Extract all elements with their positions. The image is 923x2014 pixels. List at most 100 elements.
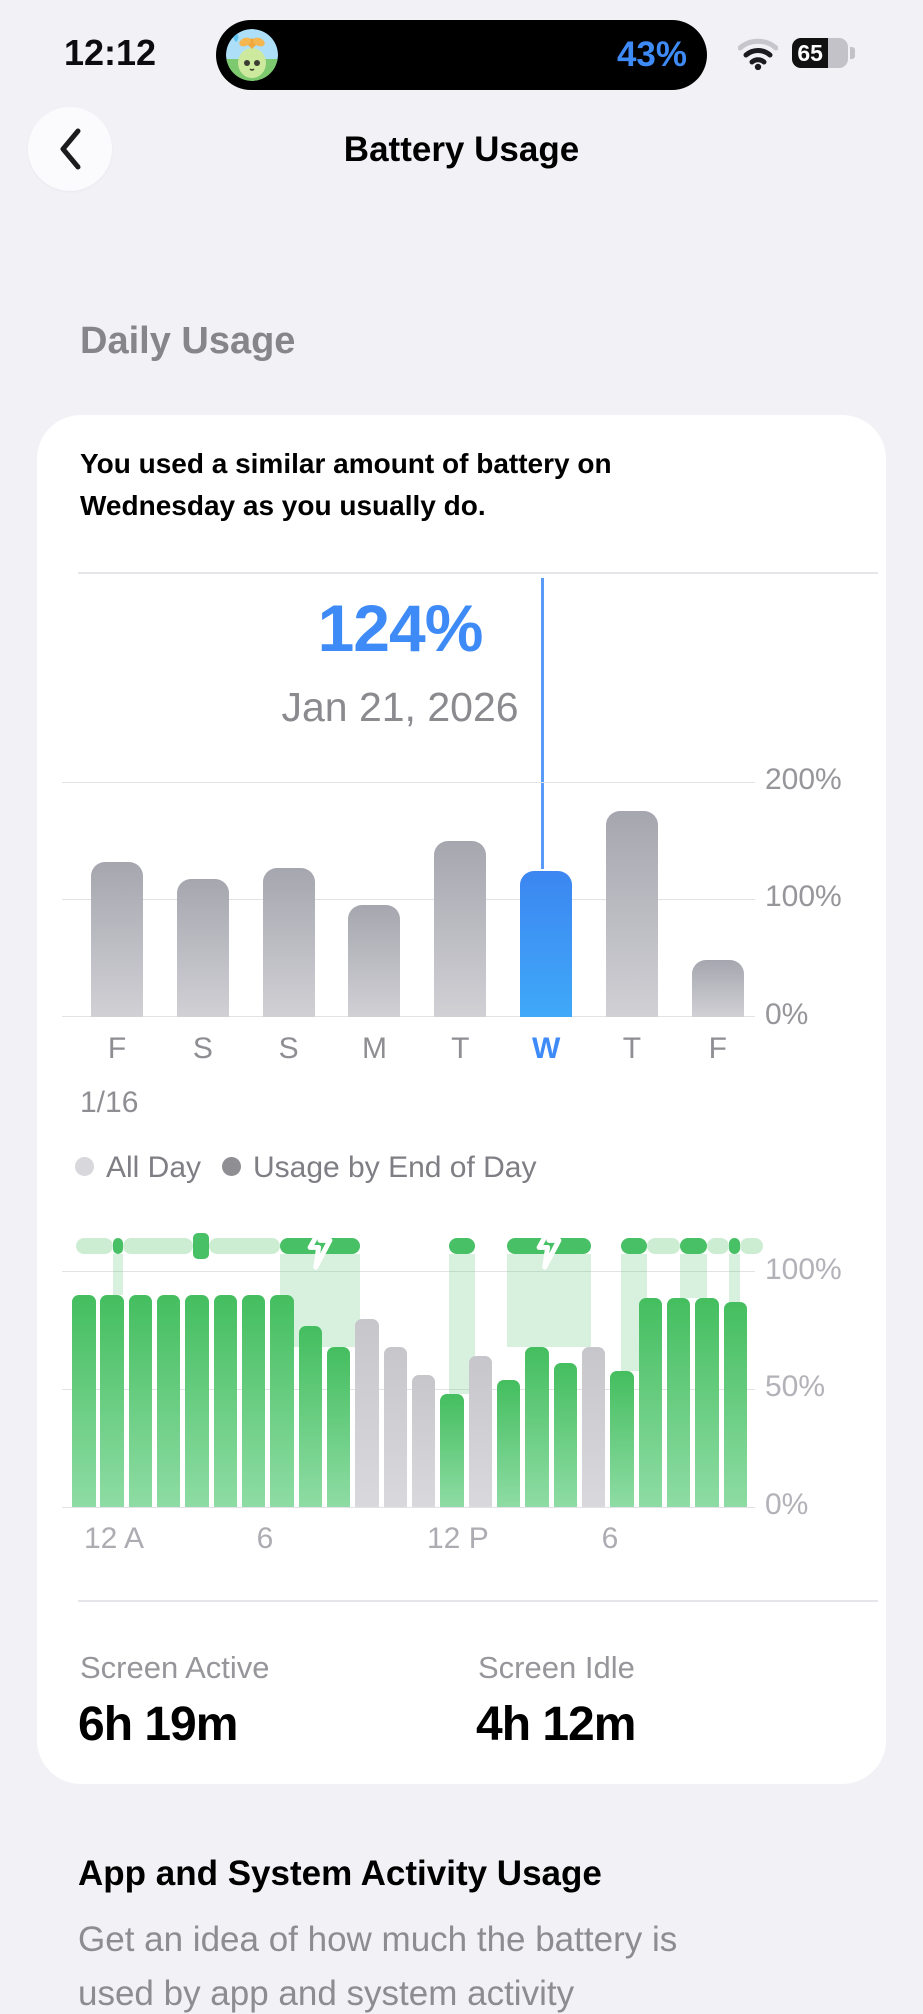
charge-track-charging-segment	[449, 1238, 475, 1254]
status-time: 12:12	[64, 32, 157, 73]
charging-band	[507, 1254, 591, 1347]
weekly-bar[interactable]	[605, 811, 658, 1017]
charge-dot-marker	[113, 1238, 123, 1254]
charge-square-marker	[193, 1233, 209, 1259]
hourly-bar-active[interactable]	[326, 1346, 351, 1507]
hourly-bar-active[interactable]	[695, 1297, 719, 1507]
weekly-gridline	[62, 781, 755, 783]
hourly-gridline	[62, 1506, 755, 1508]
hourly-bar-active[interactable]	[666, 1297, 691, 1507]
hourly-bar-active[interactable]	[270, 1295, 294, 1507]
battery-level-text: 65	[797, 39, 823, 66]
charge-track-segment	[76, 1238, 113, 1254]
weekly-day-label: S	[192, 1032, 213, 1065]
charge-bolt-icon	[303, 1221, 337, 1271]
hourly-bar-idle[interactable]	[468, 1356, 493, 1507]
weekly-ytick-label: 0%	[765, 997, 809, 1031]
dynamic-island[interactable]: 43%	[216, 20, 707, 90]
hourly-bar-active[interactable]	[610, 1370, 634, 1507]
wifi-icon	[737, 38, 779, 75]
hourly-bar-idle[interactable]	[383, 1346, 408, 1507]
hourly-xtick-label: 12 P	[427, 1522, 489, 1555]
hourly-bar-active[interactable]	[128, 1295, 153, 1507]
charging-band	[113, 1254, 123, 1296]
legend-label-all-day: All Day	[106, 1151, 202, 1184]
hourly-gridline	[62, 1388, 755, 1390]
battery-status-icon: 65	[792, 38, 855, 68]
charge-track-segment	[123, 1238, 193, 1254]
hourly-ytick-label: 100%	[765, 1252, 842, 1286]
charge-track-charging-segment	[680, 1238, 707, 1254]
screen-idle-value: 4h 12m	[476, 1698, 636, 1751]
hourly-bar-idle[interactable]	[411, 1375, 436, 1507]
weekly-bar[interactable]	[176, 879, 229, 1017]
charge-track-segment	[209, 1238, 280, 1254]
hourly-bar-active[interactable]	[298, 1325, 323, 1507]
divider	[78, 572, 878, 574]
hourly-ytick-label: 50%	[765, 1370, 826, 1404]
weekly-bar[interactable]	[434, 840, 487, 1017]
chevron-left-icon	[60, 128, 81, 170]
charge-dot-marker	[729, 1238, 740, 1254]
hourly-xtick-label: 6	[601, 1522, 619, 1555]
hourly-bar-active[interactable]	[525, 1346, 549, 1507]
selected-day-value: 124%	[317, 591, 484, 665]
hourly-gridline	[62, 1271, 755, 1273]
back-button[interactable]	[28, 107, 112, 191]
pet-character-icon	[226, 29, 278, 81]
battery-empty-segment	[828, 38, 848, 68]
weekly-gridline	[62, 1016, 755, 1018]
footer-description-line2: used by app and system activity	[78, 1974, 575, 2013]
hourly-bar-active[interactable]	[241, 1295, 266, 1507]
weekly-bar-selected[interactable]	[520, 871, 573, 1017]
divider	[78, 1600, 878, 1602]
weekly-day-label: T	[451, 1032, 470, 1065]
card-headline-line1: You used a similar amount of battery on	[80, 448, 612, 479]
screen-idle-label: Screen Idle	[478, 1650, 635, 1685]
hourly-bar-idle[interactable]	[355, 1318, 379, 1507]
page-title: Battery Usage	[343, 130, 580, 169]
hourly-bar-active[interactable]	[72, 1295, 96, 1507]
hourly-bar-active[interactable]	[496, 1379, 521, 1507]
footer-section-title: App and System Activity Usage	[78, 1854, 602, 1893]
selected-day-date: Jan 21, 2026	[281, 684, 519, 730]
legend-dot-all-day	[75, 1157, 94, 1176]
hourly-ytick-label: 0%	[765, 1488, 809, 1521]
hourly-bar-active[interactable]	[440, 1394, 464, 1507]
charge-track-segment	[707, 1238, 729, 1254]
charging-band	[729, 1254, 740, 1303]
weekly-day-label: S	[278, 1032, 299, 1065]
card-headline-line2: Wednesday as you usually do.	[80, 490, 486, 521]
legend-label-usage-end-of-day: Usage by End of Day	[253, 1151, 537, 1184]
weekly-day-label: F	[107, 1032, 127, 1065]
charge-bolt-icon	[532, 1221, 566, 1271]
section-title-daily-usage: Daily Usage	[80, 320, 296, 362]
battery-nub	[850, 47, 855, 59]
weekly-day-label: M	[361, 1032, 387, 1065]
charge-track-charging-segment	[621, 1238, 647, 1254]
hourly-bar-active[interactable]	[213, 1295, 238, 1507]
weekly-day-label: T	[622, 1032, 642, 1065]
hourly-bar-active[interactable]	[100, 1295, 124, 1507]
hourly-bar-idle[interactable]	[581, 1346, 606, 1507]
hourly-bar-active[interactable]	[185, 1295, 209, 1507]
weekly-day-label: F	[708, 1032, 727, 1065]
footer-description-line1: Get an idea of how much the battery is	[78, 1920, 678, 1959]
screen-active-label: Screen Active	[80, 1650, 270, 1685]
weekly-bar[interactable]	[691, 960, 744, 1017]
charge-track-segment	[647, 1238, 680, 1254]
charging-band	[680, 1254, 707, 1298]
hourly-bar-active[interactable]	[553, 1363, 578, 1507]
charge-track-segment	[740, 1238, 763, 1254]
weekly-bar[interactable]	[91, 861, 143, 1017]
screen-active-value: 6h 19m	[78, 1698, 238, 1751]
hourly-bar-active[interactable]	[638, 1297, 663, 1507]
hourly-xtick-label: 12 A	[84, 1522, 145, 1555]
hourly-xtick-label: 6	[256, 1522, 274, 1555]
weekly-bar[interactable]	[348, 905, 401, 1017]
hourly-bar-active[interactable]	[723, 1302, 748, 1507]
live-activity-avatar	[226, 29, 278, 81]
weekly-bar[interactable]	[262, 867, 315, 1017]
hourly-bar-active[interactable]	[156, 1295, 181, 1507]
